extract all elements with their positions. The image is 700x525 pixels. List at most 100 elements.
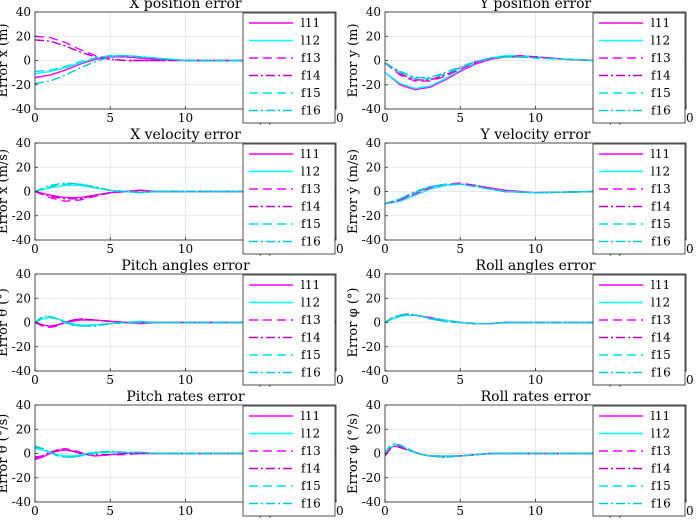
y-tick-label: 0 — [373, 185, 381, 199]
legend-label-f15: f15 — [651, 86, 671, 100]
legend-label-f13: f13 — [301, 313, 321, 327]
y-tick-label: -20 — [362, 78, 381, 92]
series-group — [385, 443, 686, 458]
y-tick-label: 40 — [366, 398, 381, 412]
legend: l11 l12 f13 f14 f15 f16 — [592, 274, 686, 386]
legend: l11 l12 f13 f14 f15 f16 — [242, 12, 336, 124]
legend-label-f15: f15 — [651, 479, 671, 493]
y-tick-label: 40 — [366, 136, 381, 150]
legend-label-l12: l12 — [301, 296, 320, 310]
legend-label-f16: f16 — [651, 497, 671, 511]
y-tick-label: 0 — [373, 447, 381, 461]
legend: l11 l12 f13 f14 f15 f16 — [592, 12, 686, 124]
legend: l11 l12 f13 f14 f15 f16 — [242, 274, 336, 386]
y-tick-label: -40 — [362, 495, 381, 509]
legend-label-f14: f14 — [301, 69, 321, 83]
y-tick-label: 20 — [366, 29, 381, 43]
x-tick-label: 5 — [456, 111, 464, 125]
y-tick-label: -40 — [362, 102, 381, 116]
legend-label-f16: f16 — [301, 497, 321, 511]
chart-title: Pitch angles error — [121, 258, 250, 274]
x-tick-label: 10 — [178, 373, 193, 387]
chart-title: X position error — [129, 0, 242, 12]
legend-label-f13: f13 — [301, 182, 321, 196]
legend-label-l11: l11 — [651, 147, 670, 161]
y-tick-label: 20 — [366, 291, 381, 305]
y-tick-label: -40 — [12, 233, 31, 247]
legend-label-f15: f15 — [301, 217, 321, 231]
y-tick-label: 0 — [23, 447, 31, 461]
x-tick-label: 10 — [528, 111, 543, 125]
legend-label-l11: l11 — [651, 409, 670, 423]
legend-box — [592, 405, 686, 517]
legend-label-f14: f14 — [301, 462, 321, 476]
y-tick-label: -20 — [12, 209, 31, 223]
series-group — [35, 182, 336, 202]
x-tick-label: 0 — [381, 111, 389, 125]
y-axis-label: Error θ (°) — [0, 288, 11, 357]
legend: l11 l12 f13 f14 f15 f16 — [592, 405, 686, 517]
legend-label-f15: f15 — [651, 217, 671, 231]
y-tick-label: 0 — [23, 316, 31, 330]
series-line-f13 — [35, 189, 336, 202]
y-axis-label: Error ẏ (m/s) — [346, 149, 361, 234]
legend-label-l12: l12 — [651, 296, 670, 310]
legend-label-l12: l12 — [651, 165, 670, 179]
legend-box — [242, 12, 336, 124]
y-axis-label: Error x (m) — [0, 23, 11, 97]
legend-label-l12: l12 — [301, 34, 320, 48]
x-tick-label: 0 — [381, 504, 389, 518]
x-tick-label: 10 — [178, 111, 193, 125]
legend-label-f16: f16 — [651, 366, 671, 380]
y-tick-label: -20 — [362, 340, 381, 354]
legend-label-f13: f13 — [301, 444, 321, 458]
legend-label-f15: f15 — [301, 479, 321, 493]
x-tick-label: 10 — [178, 504, 193, 518]
y-tick-label: 20 — [16, 29, 31, 43]
y-tick-label: 20 — [16, 160, 31, 174]
y-tick-label: 0 — [373, 54, 381, 68]
y-tick-label: 0 — [23, 54, 31, 68]
legend-label-f14: f14 — [301, 200, 321, 214]
y-tick-label: -20 — [362, 209, 381, 223]
x-tick-label: 10 — [528, 504, 543, 518]
y-tick-label: 0 — [373, 316, 381, 330]
y-tick-label: -40 — [362, 233, 381, 247]
legend-label-f15: f15 — [301, 348, 321, 362]
series-group — [35, 445, 336, 461]
legend-label-f16: f16 — [301, 366, 321, 380]
x-tick-label: 0 — [31, 111, 39, 125]
legend-box — [592, 274, 686, 386]
y-tick-label: -20 — [362, 471, 381, 485]
x-tick-label: 5 — [456, 504, 464, 518]
legend-box — [242, 274, 336, 386]
x-tick-label: 0 — [381, 373, 389, 387]
y-tick-label: 20 — [16, 291, 31, 305]
y-axis-label: Error φ̇ (°/s) — [346, 413, 361, 494]
x-tick-label: 0 — [31, 504, 39, 518]
legend-label-f16: f16 — [651, 235, 671, 249]
y-axis-label: Error ẋ (m/s) — [0, 149, 11, 234]
legend-label-f14: f14 — [301, 331, 321, 345]
legend-label-f16: f16 — [651, 104, 671, 118]
legend-label-l11: l11 — [301, 147, 320, 161]
chart-title: Roll angles error — [476, 258, 596, 274]
y-tick-label: -40 — [362, 364, 381, 378]
y-tick-label: -40 — [12, 364, 31, 378]
y-tick-label: -40 — [12, 495, 31, 509]
series-group — [35, 315, 336, 329]
legend-label-f13: f13 — [651, 444, 671, 458]
chart-title: Pitch rates error — [126, 389, 245, 405]
legend: l11 l12 f13 f14 f15 f16 — [242, 143, 336, 255]
legend-label-f14: f14 — [651, 200, 671, 214]
x-tick-label: 10 — [178, 242, 193, 256]
x-tick-label: 5 — [106, 111, 114, 125]
